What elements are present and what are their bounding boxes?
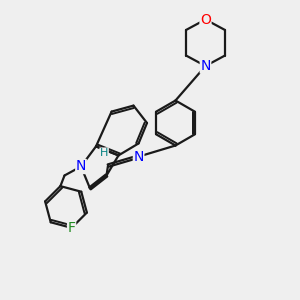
Text: F: F <box>68 221 76 235</box>
Text: N: N <box>76 160 86 173</box>
Text: N: N <box>200 59 211 73</box>
Text: H: H <box>100 148 108 158</box>
Text: O: O <box>200 13 211 26</box>
Text: N: N <box>134 150 144 164</box>
